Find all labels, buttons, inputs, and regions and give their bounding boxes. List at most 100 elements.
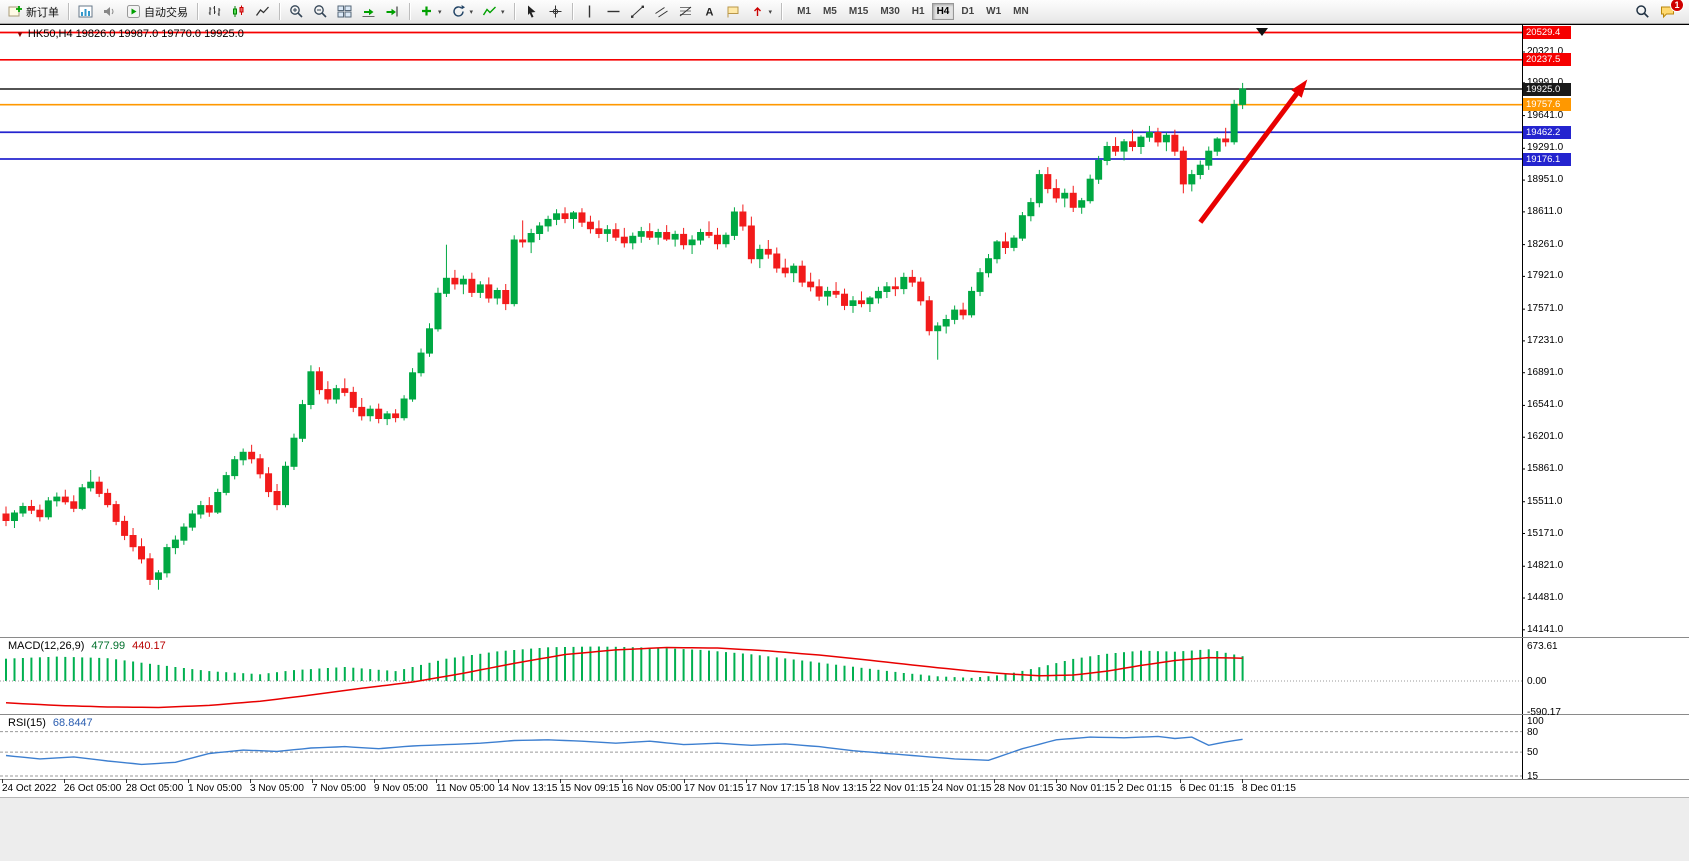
indicators-dropdown[interactable]: ▾ (478, 1, 509, 22)
time-axis-label: 7 Nov 05:00 (312, 783, 366, 794)
timeframe-group: M1 M5 M15 M30 H1 H4 D1 W1 MN (791, 3, 1035, 20)
toolbar: 新订单 自动交易 ▾ ▾ ▾ (0, 0, 1689, 24)
channel-button[interactable] (650, 1, 673, 22)
auto-trading-button[interactable]: 自动交易 (122, 1, 192, 22)
timeframe-m5-button[interactable]: M5 (818, 3, 842, 20)
horizontal-line-button[interactable] (602, 1, 625, 22)
separator (571, 3, 573, 20)
time-axis-label: 28 Nov 01:15 (994, 783, 1054, 794)
scroll-end-marker-icon[interactable] (1256, 28, 1268, 36)
timeframe-m1-button[interactable]: M1 (792, 3, 816, 20)
candlestick-chart-button[interactable] (227, 1, 250, 22)
separator (197, 3, 198, 20)
timeframe-m30-button[interactable]: M30 (875, 3, 904, 20)
crosshair-icon (549, 5, 562, 18)
vertical-line-icon (588, 5, 590, 18)
macd-axis-label: -590.17 (1527, 706, 1561, 718)
time-axis-label: 3 Nov 05:00 (250, 783, 304, 794)
bar-chart-button[interactable] (203, 1, 226, 22)
time-axis-label: 15 Nov 09:15 (560, 783, 620, 794)
price-axis-label: 17921.0 (1527, 270, 1564, 282)
sound-button[interactable] (98, 1, 121, 22)
separator (781, 3, 783, 20)
rsi-indicator (0, 731, 1522, 777)
price-level-badge: 19757.6 (1523, 98, 1571, 112)
search-icon (1636, 5, 1649, 18)
price-axis-label: 15861.0 (1527, 462, 1564, 474)
timeframe-d1-button[interactable]: D1 (956, 3, 979, 20)
tile-windows-button[interactable] (333, 1, 356, 22)
price-axis-label: 18261.0 (1527, 238, 1564, 250)
time-axis-label: 17 Nov 01:15 (684, 783, 744, 794)
trend-arrow[interactable] (1198, 79, 1308, 224)
time-axis-label: 14 Nov 13:15 (498, 783, 558, 794)
time-axis-label: 24 Oct 2022 (2, 783, 57, 794)
text-label-icon (727, 6, 739, 18)
cursor-button[interactable] (520, 1, 543, 22)
sound-icon (104, 7, 114, 16)
timeframe-h1-button[interactable]: H1 (907, 3, 930, 20)
dropdown-caret-icon: ▾ (438, 8, 442, 16)
price-axis-label: 19991.0 (1527, 77, 1563, 88)
trendline-button[interactable] (626, 1, 649, 22)
arrow-tool-icon (753, 7, 761, 16)
timeframe-h4-button[interactable]: H4 (931, 3, 955, 20)
rsi-axis-label: 80 (1527, 726, 1539, 738)
text-button[interactable]: A (698, 1, 721, 22)
notification-badge: 1 (1670, 0, 1684, 12)
arrows-dropdown[interactable]: ▾ (746, 1, 777, 22)
time-axis-label: 11 Nov 05:00 (436, 783, 495, 794)
auto-trading-label: 自动交易 (144, 6, 188, 19)
auto-trading-icon (127, 5, 140, 18)
zoom-out-button[interactable] (309, 1, 332, 22)
separator (409, 3, 410, 20)
window-footer (0, 797, 1689, 861)
search-button[interactable] (1631, 1, 1654, 22)
chart-canvas[interactable] (0, 24, 1689, 797)
fibonacci-button[interactable] (674, 1, 697, 22)
trendline-icon (630, 5, 644, 18)
line-chart-button[interactable] (251, 1, 274, 22)
zoom-in-button[interactable] (285, 1, 308, 22)
macd-label: MACD(12,26,9) (8, 640, 85, 652)
price-axis-label: 15511.0 (1527, 495, 1563, 507)
market-watch-button[interactable] (74, 1, 97, 22)
timeframe-m15-button[interactable]: M15 (844, 3, 873, 20)
current-price-badge: 19925.0 (1523, 82, 1571, 96)
candlestick-chart-icon (233, 5, 244, 17)
timeframe-w1-button[interactable]: W1 (981, 3, 1006, 20)
price-axis-label: 17231.0 (1527, 334, 1564, 346)
time-axis-label: 18 Nov 13:15 (808, 783, 868, 794)
new-chart-dropdown[interactable]: ▾ (415, 1, 446, 22)
price-axis-label: 18951.0 (1527, 174, 1564, 186)
price-axis-label: 14481.0 (1527, 592, 1564, 604)
price-level-badge: 19462.2 (1523, 125, 1571, 139)
chart-shift-icon (386, 6, 398, 17)
chart-window: ▼ HK50,H4 19826.0 19987.0 19770.0 19925.0… (0, 24, 1689, 797)
text-label-button[interactable] (722, 1, 745, 22)
crosshair-button[interactable] (544, 1, 567, 22)
chart-shift-button[interactable] (381, 1, 404, 22)
rsi-axis-label: 50 (1527, 747, 1539, 759)
horizontal-line-icon (607, 10, 620, 13)
time-axis-label: 16 Nov 05:00 (622, 783, 682, 794)
indicators-icon (482, 6, 497, 16)
auto-scroll-button[interactable] (357, 1, 380, 22)
time-axis-label: 30 Nov 01:15 (1056, 783, 1116, 794)
zoom-out-icon (314, 5, 327, 18)
time-axis-label: 28 Oct 05:00 (126, 783, 184, 794)
candles (2, 82, 1247, 590)
time-axis-label: 1 Nov 05:00 (188, 783, 242, 794)
messages-button[interactable]: 1 (1656, 0, 1684, 22)
chart-info-line: ▼ HK50,H4 19826.0 19987.0 19770.0 19925.0 (16, 28, 244, 40)
timeframe-mn-button[interactable]: MN (1008, 3, 1034, 20)
time-axis-label: 26 Oct 05:00 (64, 783, 122, 794)
price-axis-label: 14821.0 (1527, 560, 1564, 572)
new-order-button[interactable]: 新订单 (4, 1, 63, 22)
svg-text:A: A (705, 7, 713, 19)
profiles-dropdown[interactable]: ▾ (447, 1, 478, 22)
auto-scroll-icon (362, 8, 375, 17)
macd-main-value: 477.99 (91, 640, 126, 652)
vertical-line-button[interactable] (578, 1, 601, 22)
price-axis-label: 15171.0 (1527, 527, 1564, 539)
